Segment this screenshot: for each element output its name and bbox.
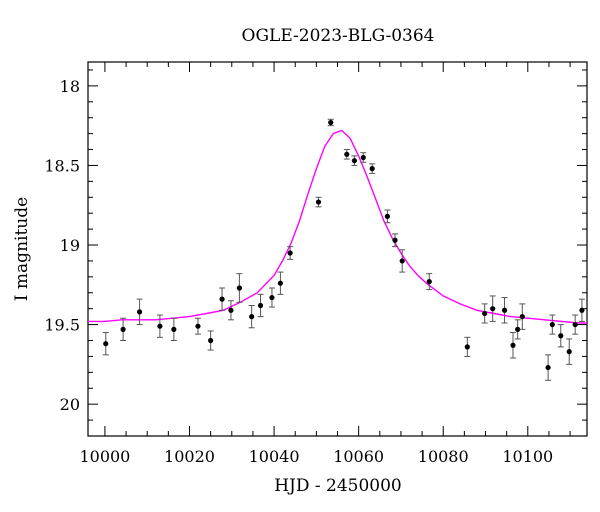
point-marker — [208, 337, 214, 344]
point-marker — [566, 349, 572, 355]
data-point — [578, 298, 585, 322]
data-point — [514, 319, 521, 340]
data-point — [156, 314, 163, 338]
data-point — [170, 317, 177, 342]
y-tick-labels: 18 18.5 19 19.5 20 — [44, 77, 80, 414]
y-tick-label: 18 — [60, 77, 80, 96]
data-point — [384, 209, 391, 224]
point-marker — [572, 321, 578, 328]
point-marker — [545, 364, 551, 371]
data-point — [489, 295, 496, 322]
data-point — [501, 297, 508, 324]
data-point — [557, 324, 564, 348]
point-marker — [269, 294, 275, 301]
point-marker — [219, 296, 225, 302]
point-marker — [277, 280, 284, 286]
plot-frame — [87, 61, 588, 437]
point-marker — [490, 306, 496, 312]
data-point — [136, 298, 143, 326]
point-marker — [549, 321, 555, 328]
point-marker — [228, 307, 234, 313]
data-point — [287, 246, 294, 260]
chart-title: OGLE-2023-BLG-0364 — [242, 26, 435, 46]
point-marker — [384, 213, 390, 219]
point-marker — [510, 342, 516, 348]
data-point — [464, 336, 471, 357]
model-curve — [88, 129, 587, 324]
data-point — [545, 354, 552, 381]
data-point — [207, 330, 214, 351]
point-marker — [558, 333, 564, 339]
data-point — [566, 338, 573, 365]
data-point — [315, 196, 322, 208]
point-marker — [464, 344, 470, 350]
data-point — [236, 273, 243, 303]
x-tick-label: 10020 — [164, 447, 215, 466]
data-point — [351, 155, 358, 166]
data-point — [549, 314, 556, 335]
data-point — [120, 317, 127, 342]
point-marker — [195, 323, 201, 329]
x-tick-label: 10060 — [333, 447, 384, 466]
x-tick-label: 10000 — [79, 447, 130, 466]
data-point — [194, 317, 201, 335]
point-marker — [315, 199, 322, 205]
point-marker — [136, 309, 143, 315]
data-points — [102, 118, 585, 381]
x-tick-label: 10100 — [502, 447, 553, 466]
point-marker — [579, 307, 585, 313]
data-point — [268, 287, 275, 308]
point-marker — [351, 158, 358, 164]
point-marker — [257, 302, 264, 309]
point-marker — [157, 323, 163, 329]
x-tick-label: 10080 — [418, 447, 469, 466]
point-marker — [369, 166, 375, 172]
point-marker — [236, 285, 242, 291]
point-marker — [120, 326, 126, 332]
point-marker — [482, 310, 488, 317]
data-point — [219, 287, 226, 311]
y-tick-label: 19.5 — [44, 316, 80, 335]
point-marker — [426, 279, 432, 285]
data-point — [360, 152, 367, 163]
x-axis-label: HJD - 2450000 — [274, 476, 402, 496]
y-tick-label: 19 — [60, 236, 80, 255]
data-point — [277, 271, 284, 295]
y-tick-label: 18.5 — [44, 156, 80, 175]
data-point — [248, 304, 255, 329]
point-marker — [360, 154, 366, 161]
point-marker — [399, 258, 405, 264]
data-point — [369, 163, 376, 174]
point-marker — [103, 341, 109, 347]
point-marker — [287, 250, 293, 256]
data-point — [426, 273, 433, 291]
data-point — [481, 303, 488, 324]
point-marker — [392, 237, 398, 243]
data-point — [227, 300, 234, 321]
axis-ticks — [88, 62, 587, 437]
point-marker — [519, 314, 525, 320]
point-marker — [249, 314, 255, 320]
point-marker — [171, 326, 177, 332]
x-tick-labels: 10000 10020 10040 10060 10080 10100 — [79, 447, 553, 466]
data-point — [509, 332, 516, 359]
data-point — [257, 293, 264, 318]
data-point — [343, 149, 350, 160]
x-tick-label: 10040 — [249, 447, 300, 466]
data-point — [399, 249, 406, 273]
y-axis-label: I magnitude — [12, 197, 32, 301]
data-point — [392, 233, 399, 248]
point-marker — [515, 326, 521, 332]
point-marker — [328, 119, 334, 126]
point-marker — [344, 151, 350, 157]
data-point — [519, 303, 526, 330]
y-tick-label: 20 — [60, 395, 80, 414]
data-point — [102, 332, 109, 356]
data-point — [572, 314, 579, 335]
point-marker — [501, 307, 508, 313]
data-point — [327, 118, 334, 127]
